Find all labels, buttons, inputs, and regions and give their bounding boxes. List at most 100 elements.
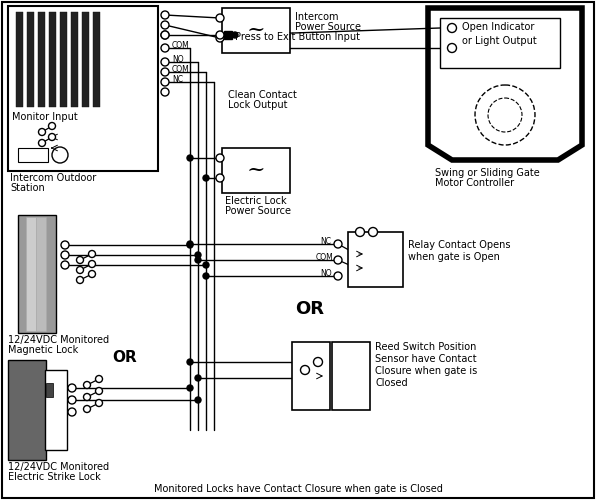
- Circle shape: [313, 358, 322, 366]
- Circle shape: [61, 261, 69, 269]
- Text: OR: OR: [296, 300, 324, 318]
- Circle shape: [76, 266, 83, 274]
- Bar: [8, 6, 158, 171]
- Polygon shape: [428, 8, 582, 160]
- Circle shape: [488, 98, 522, 132]
- Circle shape: [95, 376, 103, 382]
- Bar: [60, 12, 67, 107]
- Text: Lock Output: Lock Output: [228, 100, 287, 110]
- Text: Magnetic Lock: Magnetic Lock: [8, 345, 78, 355]
- Circle shape: [216, 174, 224, 182]
- Circle shape: [216, 14, 224, 22]
- Text: Electric Lock: Electric Lock: [225, 196, 287, 206]
- Text: Sensor have Contact: Sensor have Contact: [375, 354, 477, 364]
- Text: Monitored Locks have Contact Closure when gate is Closed: Monitored Locks have Contact Closure whe…: [154, 484, 442, 494]
- Bar: [93, 12, 100, 107]
- Circle shape: [187, 241, 193, 247]
- Text: Open Indicator: Open Indicator: [462, 22, 535, 32]
- Text: Press to Exit Button Input: Press to Exit Button Input: [235, 32, 360, 42]
- Bar: [292, 342, 330, 410]
- Circle shape: [334, 240, 342, 248]
- Text: COM: COM: [172, 40, 190, 50]
- Bar: [222, 8, 290, 53]
- Circle shape: [83, 382, 91, 388]
- Circle shape: [76, 276, 83, 283]
- Text: COM: COM: [172, 64, 190, 74]
- Circle shape: [52, 147, 68, 163]
- Circle shape: [88, 260, 95, 268]
- Circle shape: [68, 396, 76, 404]
- Text: Reed Switch Position: Reed Switch Position: [375, 342, 476, 352]
- Circle shape: [187, 385, 193, 391]
- Circle shape: [39, 128, 45, 136]
- Text: Relay Contact Opens: Relay Contact Opens: [408, 240, 511, 250]
- Circle shape: [195, 375, 201, 381]
- Bar: [18, 215, 56, 333]
- Text: COM: COM: [316, 252, 334, 262]
- Text: when gate is Open: when gate is Open: [408, 252, 500, 262]
- Circle shape: [48, 134, 55, 140]
- Circle shape: [187, 155, 193, 161]
- Bar: [49, 12, 56, 107]
- Circle shape: [161, 31, 169, 39]
- Circle shape: [161, 78, 169, 86]
- Circle shape: [76, 256, 83, 264]
- Circle shape: [232, 32, 238, 38]
- Text: Intercom: Intercom: [295, 12, 339, 22]
- Bar: [45, 370, 67, 450]
- Text: 12/24VDC Monitored: 12/24VDC Monitored: [8, 462, 109, 472]
- Text: 12/24VDC Monitored: 12/24VDC Monitored: [8, 335, 109, 345]
- Bar: [440, 18, 560, 68]
- Circle shape: [161, 44, 169, 52]
- Circle shape: [161, 68, 169, 76]
- Bar: [16, 12, 23, 107]
- Circle shape: [68, 408, 76, 416]
- Circle shape: [368, 228, 377, 236]
- Circle shape: [203, 175, 209, 181]
- Bar: [224, 31, 232, 39]
- Circle shape: [61, 241, 69, 249]
- Circle shape: [48, 122, 55, 130]
- Bar: [71, 12, 78, 107]
- Text: Closure when gate is: Closure when gate is: [375, 366, 477, 376]
- Bar: [82, 12, 89, 107]
- Circle shape: [195, 257, 201, 263]
- Bar: [46, 383, 53, 397]
- Circle shape: [95, 400, 103, 406]
- Text: Clean Contact: Clean Contact: [228, 90, 297, 100]
- Text: NO: NO: [320, 268, 331, 278]
- Text: or Light Output: or Light Output: [462, 36, 537, 46]
- Circle shape: [448, 44, 457, 52]
- Text: OR: OR: [112, 350, 136, 365]
- Circle shape: [216, 154, 224, 162]
- Text: Monitor Input: Monitor Input: [12, 112, 77, 122]
- Text: Intercom Outdoor: Intercom Outdoor: [10, 173, 96, 183]
- Circle shape: [83, 394, 91, 400]
- Bar: [26, 217, 36, 331]
- Circle shape: [203, 273, 209, 279]
- Circle shape: [203, 262, 209, 268]
- Circle shape: [95, 388, 103, 394]
- Circle shape: [83, 406, 91, 412]
- Circle shape: [195, 252, 201, 258]
- Text: Motor Controller: Motor Controller: [435, 178, 514, 188]
- Text: NO: NO: [172, 54, 184, 64]
- Circle shape: [161, 31, 169, 39]
- Bar: [348, 232, 403, 287]
- Circle shape: [88, 270, 95, 278]
- Bar: [27, 12, 34, 107]
- Text: Electric Strike Lock: Electric Strike Lock: [8, 472, 101, 482]
- Text: NC: NC: [320, 236, 331, 246]
- Circle shape: [61, 251, 69, 259]
- Circle shape: [300, 366, 309, 374]
- Text: ~: ~: [247, 159, 265, 181]
- Circle shape: [161, 11, 169, 19]
- Circle shape: [39, 140, 45, 146]
- Text: Station: Station: [10, 183, 45, 193]
- Bar: [18, 148, 48, 162]
- Text: Closed: Closed: [375, 378, 408, 388]
- Circle shape: [334, 256, 342, 264]
- Bar: [8, 360, 46, 460]
- Circle shape: [68, 384, 76, 392]
- Bar: [38, 12, 45, 107]
